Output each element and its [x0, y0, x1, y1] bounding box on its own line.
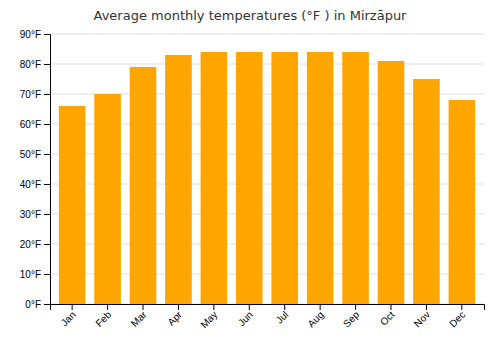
y-tick: 20°F — [20, 239, 50, 250]
y-tick-label: 80°F — [20, 59, 41, 70]
y-tick-label: 0°F — [25, 299, 41, 310]
x-tick-label: May — [198, 309, 219, 330]
y-tick-label: 90°F — [20, 29, 41, 40]
x-tick-label: Apr — [165, 308, 184, 327]
x-tick-label: Feb — [93, 309, 113, 329]
y-tick-label: 70°F — [20, 89, 41, 100]
tick-mark — [72, 304, 73, 310]
tick-mark — [320, 304, 321, 310]
grid — [50, 34, 484, 304]
tick-mark — [178, 304, 179, 310]
x-tick: Jun — [236, 304, 255, 328]
x-tick: May — [198, 304, 219, 330]
chart: Jan Feb Mar Apr May Jun Jul Aug Sep Oct Nov Dec 0°F 1… — [0, 0, 500, 350]
y-tick: 70°F — [20, 89, 50, 100]
tick-mark — [44, 124, 50, 125]
x-tick: Jul — [274, 304, 291, 326]
bar — [413, 79, 440, 304]
y-tick-label: 50°F — [20, 149, 41, 160]
tick-mark — [44, 184, 50, 185]
x-tick: Feb — [93, 304, 113, 329]
bar — [271, 52, 298, 304]
bar — [236, 52, 263, 304]
title: Average monthly temperatures (°F ) in Mi… — [94, 8, 408, 23]
x-tick-label: Nov — [412, 309, 432, 329]
y-tick: 80°F — [20, 59, 50, 70]
y-tick: 60°F — [20, 119, 50, 130]
tick-mark — [44, 154, 50, 155]
tick-mark — [213, 304, 214, 310]
bar — [449, 100, 476, 304]
x-axis: Jan Feb Mar Apr May Jun Jul Aug Sep Oct Nov Dec — [51, 304, 485, 330]
x-tick: Oct — [378, 304, 397, 328]
x-tick: Jan — [59, 304, 78, 328]
x-tick-label: Jun — [236, 309, 255, 328]
axis-line — [51, 305, 485, 311]
y-tick-label: 20°F — [20, 239, 41, 250]
y-tick: 10°F — [20, 269, 50, 280]
tick-mark — [107, 304, 108, 310]
plot: Jan Feb Mar Apr May Jun Jul Aug Sep Oct Nov Dec 0°F 1… — [20, 29, 485, 330]
x-tick: Sep — [341, 304, 362, 329]
axis-line — [44, 35, 51, 305]
y-tick-label: 10°F — [20, 269, 41, 280]
tick-mark — [44, 64, 50, 65]
bar — [130, 67, 157, 304]
x-tick: Aug — [305, 304, 325, 329]
tick-mark — [44, 94, 50, 95]
x-tick: Nov — [412, 304, 432, 329]
x-tick-label: Jul — [274, 309, 291, 326]
x-tick: Apr — [165, 304, 184, 328]
tick-mark — [355, 304, 356, 310]
y-tick-label: 30°F — [20, 209, 41, 220]
y-tick: 40°F — [20, 179, 50, 190]
tick-mark — [44, 304, 50, 305]
y-tick: 30°F — [20, 209, 50, 220]
bar — [165, 55, 192, 304]
bar — [307, 52, 334, 304]
x-tick-label: Jan — [59, 309, 78, 328]
tick-mark — [426, 304, 427, 310]
bar — [201, 52, 228, 304]
y-tick-label: 40°F — [20, 179, 41, 190]
tick-mark — [44, 214, 50, 215]
x-tick-label: Sep — [341, 309, 362, 330]
grid-line — [50, 34, 484, 35]
tick-mark — [249, 304, 250, 310]
tick-mark — [44, 274, 50, 275]
x-tick: Dec — [447, 304, 467, 329]
x-tick-label: Oct — [378, 309, 397, 328]
x-tick-label: Dec — [447, 309, 467, 329]
x-tick: Mar — [129, 304, 149, 329]
tick-mark — [44, 244, 50, 245]
grid-line — [50, 64, 484, 65]
tick-mark — [461, 304, 462, 310]
bars — [59, 52, 475, 304]
bar — [378, 61, 405, 304]
y-tick: 0°F — [25, 299, 50, 310]
tick-mark — [143, 304, 144, 310]
x-tick-label: Mar — [129, 308, 149, 328]
tick-mark — [44, 34, 50, 35]
y-tick: 50°F — [20, 149, 50, 160]
bar — [94, 94, 121, 304]
tick-mark — [284, 304, 285, 310]
bar — [59, 106, 86, 304]
bar — [342, 52, 369, 304]
x-tick-label: Aug — [305, 309, 325, 329]
y-axis: 0°F 10°F 20°F 30°F 40°F 50°F 60°F 70°F 80°F 90°F — [20, 29, 51, 310]
y-tick-label: 60°F — [20, 119, 41, 130]
tick-mark — [391, 304, 392, 310]
y-tick: 90°F — [20, 29, 50, 40]
